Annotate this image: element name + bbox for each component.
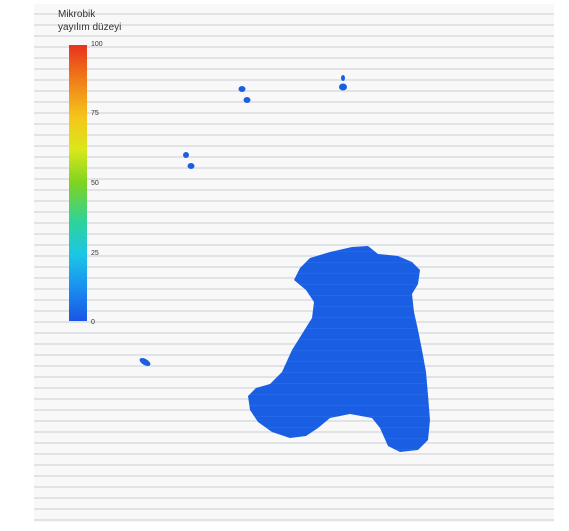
scale-tick-0: 0: [91, 319, 95, 326]
scale-tick-25: 25: [91, 250, 99, 257]
spot: [139, 358, 151, 366]
spot: [187, 163, 195, 169]
plot-area: [34, 4, 554, 522]
spot: [341, 75, 345, 81]
spot: [243, 97, 251, 103]
small-spots: [139, 75, 347, 366]
legend-title: Mikrobik yayılım düzeyi: [58, 8, 121, 34]
scale-tick-75: 75: [91, 110, 99, 117]
contamination-blob: [248, 246, 430, 452]
spot: [183, 152, 189, 158]
legend-title-line1: Mikrobik: [58, 9, 96, 20]
scale-tick-100: 100: [91, 41, 103, 48]
legend-title-line2: yayılım düzeyi: [58, 22, 122, 33]
scale-tick-50: 50: [91, 180, 99, 187]
color-scale-bar: [69, 45, 87, 321]
spot: [238, 86, 246, 92]
spot: [339, 83, 347, 91]
